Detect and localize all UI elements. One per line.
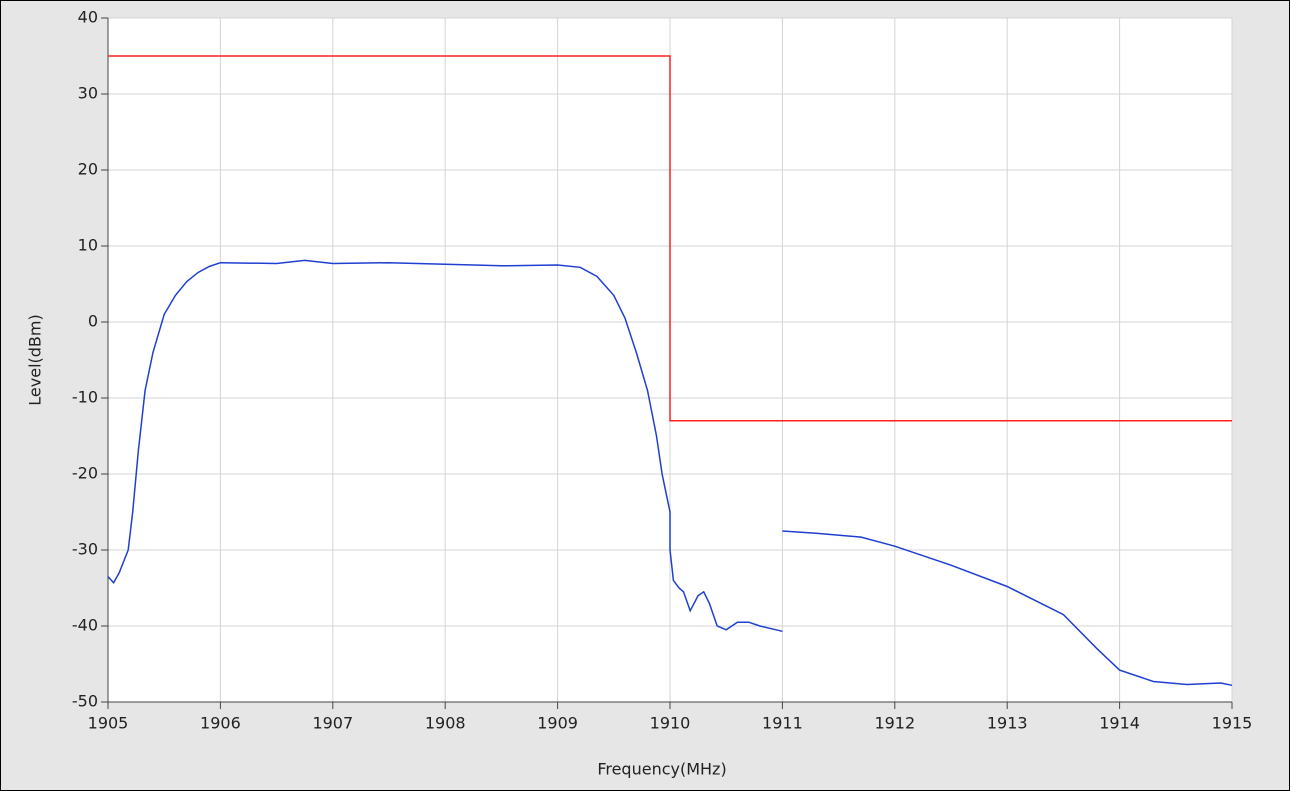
x-tick-label: 1905	[88, 714, 129, 733]
y-tick-label: 30	[78, 84, 98, 103]
x-tick-label: 1911	[762, 714, 803, 733]
y-tick-label: 40	[78, 8, 98, 27]
y-tick-label: 0	[88, 312, 98, 331]
x-tick-label: 1907	[312, 714, 353, 733]
y-tick-label: -50	[72, 692, 98, 711]
x-axis-label: Frequency(MHz)	[597, 760, 726, 779]
x-tick-label: 1915	[1212, 714, 1253, 733]
y-tick-label: -20	[72, 464, 98, 483]
x-tick-label: 1909	[537, 714, 578, 733]
x-tick-label: 1914	[1099, 714, 1140, 733]
y-tick-label: -10	[72, 388, 98, 407]
y-tick-label: 10	[78, 236, 98, 255]
y-tick-label: -30	[72, 540, 98, 559]
y-tick-label: -40	[72, 616, 98, 635]
x-tick-label: 1912	[874, 714, 915, 733]
x-tick-label: 1906	[200, 714, 241, 733]
y-axis-label: Level(dBm)	[26, 314, 45, 405]
x-tick-label: 1910	[650, 714, 691, 733]
y-tick-label: 20	[78, 160, 98, 179]
x-tick-label: 1908	[425, 714, 466, 733]
series-line	[108, 55, 1232, 422]
series-line	[107, 259, 1233, 687]
x-tick-label: 1913	[987, 714, 1028, 733]
